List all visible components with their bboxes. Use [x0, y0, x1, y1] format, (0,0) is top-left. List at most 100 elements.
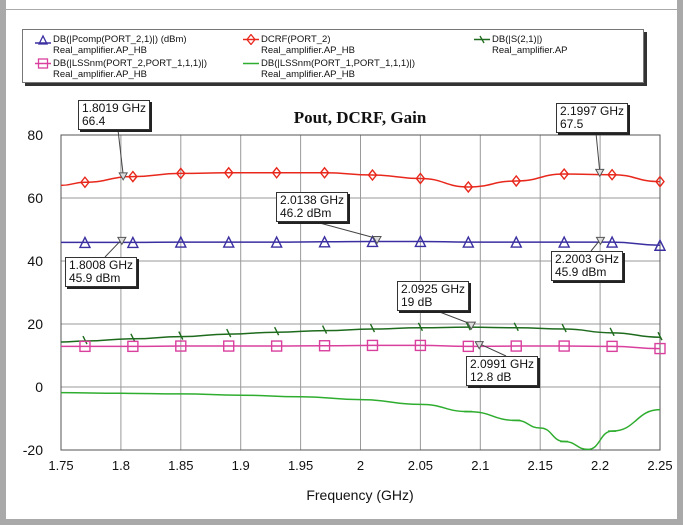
data-point — [369, 323, 376, 333]
marker-triangle-icon — [118, 172, 129, 181]
tick-marker-icon — [474, 35, 490, 44]
x-tick-label: 1.75 — [48, 458, 73, 473]
diamond-marker-icon — [243, 34, 259, 45]
marker-triangle-icon — [372, 235, 382, 245]
marker-triangle-icon — [594, 168, 605, 178]
x-tick-label: 1.95 — [288, 458, 313, 473]
data-point — [558, 235, 571, 248]
data-point — [657, 331, 663, 341]
data-point — [414, 234, 427, 248]
data-point — [226, 328, 232, 338]
marker-label[interactable]: 2.2003 GHz 45.9 dBm — [551, 251, 624, 281]
data-point — [366, 234, 379, 248]
marker-value: 67.5 — [560, 117, 584, 131]
marker-label[interactable]: 2.0991 GHz 12.8 dB — [466, 356, 539, 386]
marker-frequency: 1.8008 GHz — [69, 258, 134, 272]
series-line — [60, 240, 661, 246]
marker-value: 12.8 dB — [470, 370, 512, 384]
x-tick-label: 2.25 — [647, 458, 672, 473]
data-point — [462, 235, 475, 248]
y-tick-label: 40 — [27, 253, 43, 269]
data-point — [415, 172, 426, 185]
data-point — [605, 235, 619, 248]
marker-value: 19 dB — [401, 295, 433, 309]
marker-frequency: 2.0991 GHz — [470, 357, 535, 371]
marker-triangle-icon — [466, 321, 477, 331]
data-point — [271, 166, 282, 179]
marker-leader — [104, 239, 123, 258]
legend-label: DCRF(PORT_2) — [261, 34, 331, 45]
legend-source: Real_amplifier.AP_HB — [261, 69, 355, 80]
triangle-marker-icon — [35, 34, 51, 45]
square-marker-icon — [35, 58, 51, 69]
plot-border — [60, 134, 661, 451]
data-point — [462, 340, 475, 353]
marker-label[interactable]: 2.1997 GHz 67.5 — [556, 103, 629, 133]
series-1 — [60, 166, 665, 194]
data-point — [463, 180, 474, 194]
marker-value: 66.4 — [82, 114, 106, 128]
x-tick-label: 2 — [357, 458, 364, 473]
marker-value: 46.2 dBm — [280, 206, 332, 220]
data-point — [79, 340, 91, 353]
y-tick-label: 80 — [27, 127, 43, 143]
chart-title: Pout, DCRF, Gain — [294, 108, 427, 127]
marker-label[interactable]: 2.0138 GHz 46.2 dBm — [276, 192, 349, 222]
data-point — [606, 340, 618, 353]
marker-frequency: 2.0138 GHz — [280, 193, 345, 207]
series-4 — [60, 391, 661, 451]
marker-leader — [117, 129, 124, 175]
data-point — [270, 235, 283, 248]
marker-frequency: 2.0925 GHz — [401, 282, 466, 296]
data-point — [318, 340, 331, 352]
data-point — [223, 166, 234, 179]
x-tick-label: 2.1 — [471, 458, 489, 473]
marker-label[interactable]: 1.8008 GHz 45.9 dBm — [65, 257, 138, 287]
y-tick-label: -20 — [23, 442, 43, 458]
legend-label: DB(|LSSnm(PORT_2,PORT_1,1,1)|) — [53, 58, 207, 69]
data-point — [609, 327, 615, 337]
marker-label[interactable]: 2.0925 GHz 19 dB — [397, 281, 470, 311]
data-point — [367, 168, 378, 182]
marker-value: 45.9 dBm — [69, 271, 121, 285]
series-0 — [60, 234, 667, 251]
series-2 — [60, 321, 663, 345]
data-point — [127, 340, 139, 353]
marker-leader — [595, 132, 601, 172]
data-point — [414, 339, 427, 352]
y-tick-label: 60 — [27, 190, 43, 206]
x-tick-label: 1.8 — [112, 458, 130, 473]
data-point — [655, 175, 665, 188]
data-point — [607, 168, 617, 181]
x-tick-label: 1.9 — [232, 458, 250, 473]
series-3 — [61, 339, 666, 355]
x-tick-label: 2.15 — [528, 458, 553, 473]
data-point — [559, 167, 570, 181]
data-point — [510, 235, 523, 248]
marker-value: 45.9 dBm — [555, 265, 607, 279]
marker-triangle-icon — [474, 341, 485, 350]
data-point — [510, 340, 522, 352]
marker-frequency: 2.1997 GHz — [560, 104, 625, 118]
marker-triangle-icon — [116, 236, 127, 246]
marker-frequency: 1.8019 GHz — [82, 101, 147, 115]
data-point — [318, 235, 331, 248]
data-point — [80, 176, 90, 189]
legend-item-pcomp: DB(|Pcomp(PORT_2,1)|) (dBm) Real_amplifi… — [35, 34, 187, 56]
data-point — [223, 340, 235, 352]
legend-item-lssnm-11: DB(|LSSnm(PORT_1,PORT_1,1,1)|) Real_ampl… — [243, 58, 415, 80]
legend-source: Real_amplifier.AP_HB — [261, 45, 355, 56]
marker-label[interactable]: 1.8019 GHz 66.4 — [78, 100, 151, 130]
legend: DB(|Pcomp(PORT_2,1)|) (dBm) Real_amplifi… — [22, 29, 644, 83]
data-point — [465, 321, 471, 331]
data-point — [321, 325, 328, 334]
marker-triangle-icon — [595, 236, 606, 246]
series-line — [60, 172, 661, 188]
data-point — [222, 235, 235, 248]
legend-label: DB(|Pcomp(PORT_2,1)|) (dBm) — [53, 34, 187, 45]
series-line — [60, 326, 661, 343]
legend-source: Real_amplifier.AP_HB — [53, 69, 147, 80]
data-point — [270, 340, 283, 352]
legend-item-s21: DB(|S(2,1)|) Real_amplifier.AP — [474, 34, 568, 56]
